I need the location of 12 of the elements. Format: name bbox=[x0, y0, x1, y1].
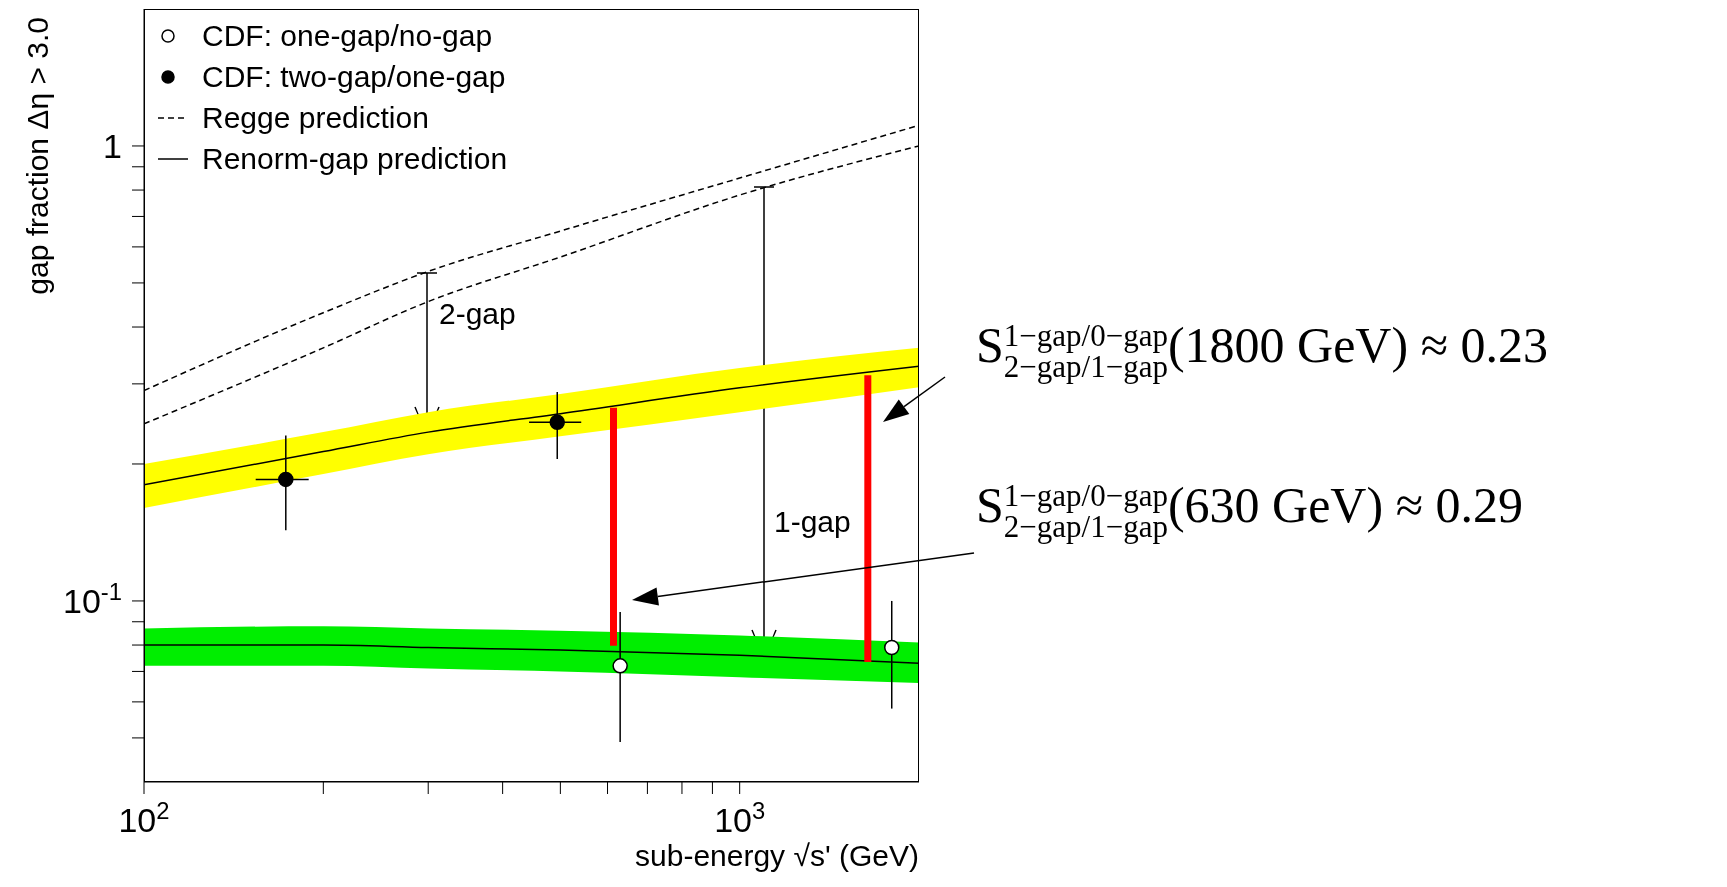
legend-label: CDF: one-gap/no-gap bbox=[202, 18, 493, 54]
legend-label: Regge prediction bbox=[202, 100, 429, 136]
x-tick-label: 10$^{3}$ bbox=[714, 796, 766, 839]
x-axis-title: sub-energy √s' (GeV) bbox=[635, 839, 919, 872]
annotation: 1-gap bbox=[774, 505, 851, 538]
legend-label: Renorm-gap prediction bbox=[202, 141, 508, 177]
annotation: 2-gap bbox=[439, 297, 516, 330]
y-tick-label: 1 bbox=[103, 126, 122, 165]
y-tick-label: 10$^{-1}$ bbox=[63, 577, 122, 620]
x-tick-label: 10$^{2}$ bbox=[118, 796, 170, 839]
y-axis-title: gap fraction Δη > 3.0 bbox=[21, 17, 54, 295]
legend-label: CDF: two-gap/one-gap bbox=[202, 59, 506, 95]
